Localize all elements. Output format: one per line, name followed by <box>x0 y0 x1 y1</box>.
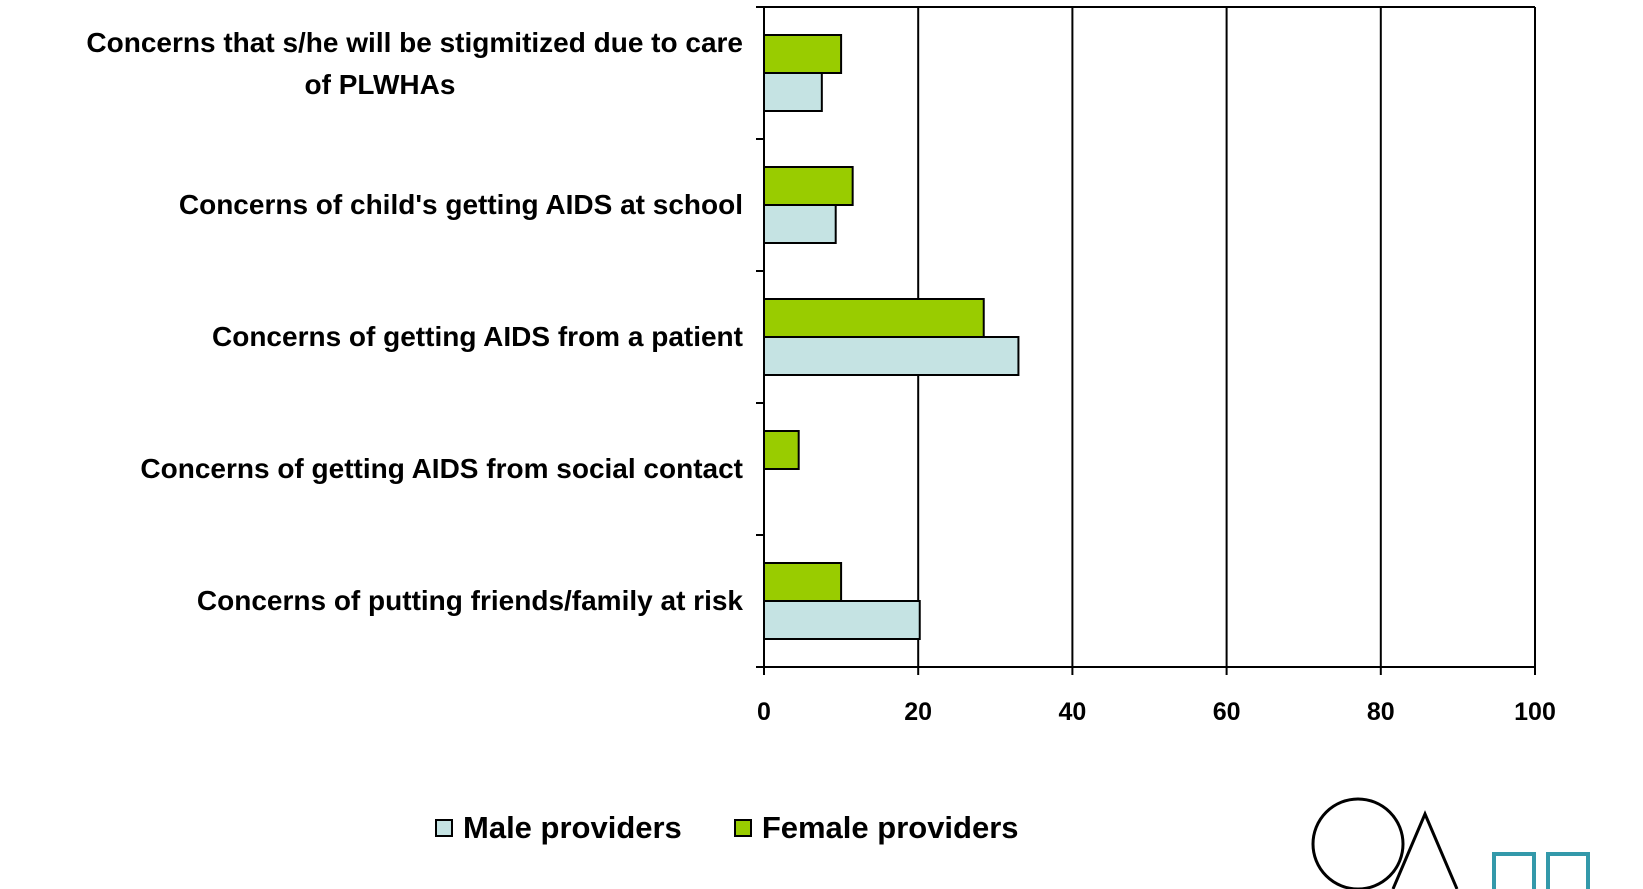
bar-female <box>763 430 800 470</box>
bar-female <box>763 166 854 206</box>
category-label: Concerns of putting friends/family at ri… <box>197 585 744 616</box>
bar-female <box>763 298 985 338</box>
legend-label-male: Male providers <box>463 810 682 845</box>
x-tick-label: 80 <box>1367 698 1395 726</box>
bar-male <box>763 336 1020 376</box>
legend-label-female: Female providers <box>761 810 1019 845</box>
category-label: of PLWHAs <box>305 69 456 100</box>
x-tick-label: 0 <box>757 698 771 726</box>
x-tick-label: 20 <box>904 698 932 726</box>
bar-female <box>763 562 843 602</box>
category-label: Concerns of getting AIDS from social con… <box>140 453 743 484</box>
bar-male <box>763 600 921 640</box>
legend-item-male: Male providers <box>435 810 682 846</box>
bar-male <box>763 204 837 244</box>
category-label: Concerns of getting AIDS from a patient <box>212 321 743 352</box>
legend: Male providers Female providers <box>435 810 1071 846</box>
x-tick-label: 60 <box>1213 698 1241 726</box>
logo-icon <box>1311 797 1590 889</box>
category-label: Concerns of child's getting AIDS at scho… <box>179 189 743 220</box>
x-tick-label: 40 <box>1058 698 1086 726</box>
bar-male <box>763 72 823 112</box>
category-label: Concerns that s/he will be stigmitized d… <box>86 27 743 58</box>
legend-item-female: Female providers <box>733 810 1019 846</box>
legend-swatch-female <box>733 819 752 837</box>
legend-swatch-male <box>435 819 453 837</box>
x-tick-label: 100 <box>1514 698 1556 726</box>
bar-female <box>763 34 843 74</box>
